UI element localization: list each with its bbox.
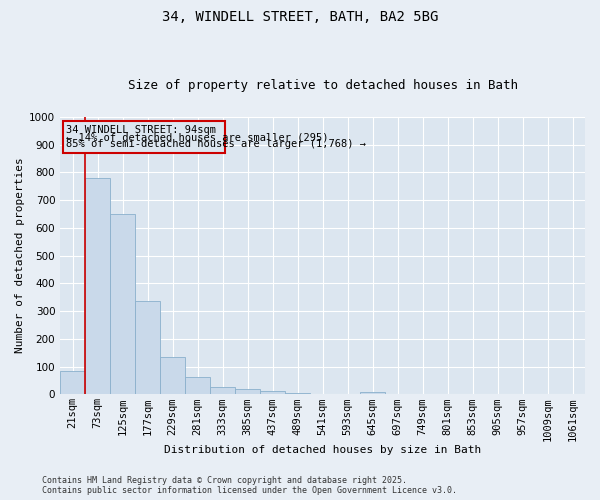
Bar [360, 392, 385, 394]
Y-axis label: Number of detached properties: Number of detached properties [15, 158, 25, 354]
Bar [160, 357, 185, 395]
FancyBboxPatch shape [62, 121, 225, 153]
X-axis label: Distribution of detached houses by size in Bath: Distribution of detached houses by size … [164, 445, 481, 455]
Bar [60, 372, 85, 394]
Bar [235, 389, 260, 394]
Bar [185, 377, 210, 394]
Text: 34 WINDELL STREET: 94sqm: 34 WINDELL STREET: 94sqm [67, 125, 217, 135]
Text: 34, WINDELL STREET, BATH, BA2 5BG: 34, WINDELL STREET, BATH, BA2 5BG [162, 10, 438, 24]
Text: Contains HM Land Registry data © Crown copyright and database right 2025.
Contai: Contains HM Land Registry data © Crown c… [42, 476, 457, 495]
Title: Size of property relative to detached houses in Bath: Size of property relative to detached ho… [128, 79, 518, 92]
Bar [135, 302, 160, 394]
Bar [110, 214, 135, 394]
Bar [85, 178, 110, 394]
Bar [285, 393, 310, 394]
Text: ← 14% of detached houses are smaller (295): ← 14% of detached houses are smaller (29… [67, 132, 329, 142]
Bar [260, 391, 285, 394]
Text: 85% of semi-detached houses are larger (1,768) →: 85% of semi-detached houses are larger (… [67, 139, 367, 149]
Bar [210, 388, 235, 394]
